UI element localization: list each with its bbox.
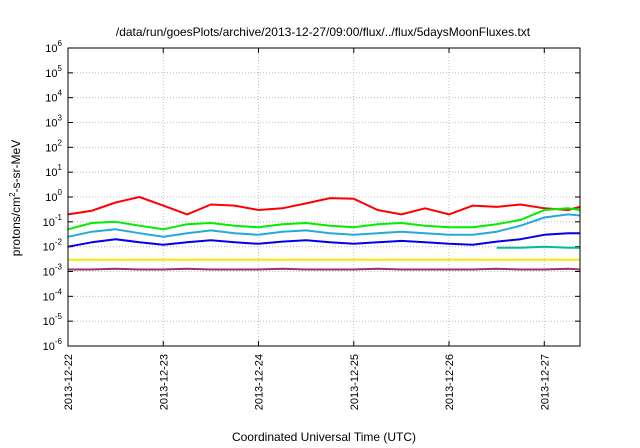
y-tick-exp: -1	[55, 213, 63, 222]
y-axis-label-sup: 2	[8, 192, 17, 197]
axis-ticks: 10-610-510-410-310-210-11001011021031041…	[43, 39, 580, 410]
y-axis-label: protons/cm2-s-sr-MeV	[8, 140, 23, 256]
plot-frame	[67, 47, 581, 347]
grid	[67, 48, 580, 346]
y-tick-base: 10	[43, 341, 55, 353]
y-tick-exp: 5	[58, 64, 63, 73]
y-axis-label-rest: -s-sr-MeV	[9, 140, 23, 193]
y-tick-base: 10	[43, 267, 55, 279]
y-tick-base: 10	[43, 291, 55, 303]
y-tick-exp: -6	[55, 337, 63, 346]
y-tick-label: 10-5	[43, 312, 63, 328]
x-tick-label: 2013-12-22	[63, 354, 75, 410]
y-tick-exp: 3	[58, 114, 63, 123]
x-tick-label: 2013-12-24	[254, 354, 266, 410]
y-tick-label: 104	[45, 89, 62, 105]
y-tick-label: 106	[45, 39, 62, 55]
y-tick-exp: 1	[58, 163, 63, 172]
y-tick-base: 10	[45, 192, 57, 204]
y-tick-exp: -5	[55, 312, 63, 321]
series-line	[496, 245, 580, 249]
y-tick-exp: -4	[55, 287, 63, 296]
x-tick-label: 2013-12-23	[158, 354, 170, 410]
series-line	[67, 213, 581, 238]
x-tick-label: 2013-12-26	[444, 354, 456, 410]
y-tick-label: 100	[45, 188, 62, 204]
y-tick-base: 10	[45, 167, 57, 179]
y-tick-label: 103	[45, 114, 62, 130]
y-tick-base: 10	[43, 316, 55, 328]
y-tick-label: 101	[45, 163, 62, 179]
y-tick-label: 10-6	[43, 337, 63, 353]
y-tick-base: 10	[43, 217, 55, 229]
y-tick-label: 10-2	[43, 238, 63, 254]
y-tick-label: 10-4	[43, 287, 63, 303]
series-group	[67, 196, 581, 271]
y-tick-exp: 2	[58, 138, 63, 147]
x-tick-label: 2013-12-25	[349, 354, 361, 410]
y-tick-label: 10-3	[43, 263, 63, 279]
y-tick-exp: 0	[58, 188, 63, 197]
x-tick-label: 2013-12-27	[539, 354, 551, 410]
series-line	[67, 196, 581, 216]
y-tick-label: 102	[45, 138, 62, 154]
y-tick-label: 10-1	[43, 213, 63, 229]
y-tick-exp: -3	[55, 263, 63, 272]
y-tick-base: 10	[43, 242, 55, 254]
y-tick-exp: 6	[58, 39, 63, 48]
y-tick-base: 10	[45, 118, 57, 130]
y-tick-exp: 4	[58, 89, 63, 98]
y-tick-base: 10	[45, 142, 57, 154]
x-axis-label: Coordinated Universal Time (UTC)	[232, 430, 416, 444]
series-line	[68, 267, 581, 271]
y-tick-base: 10	[45, 43, 57, 55]
y-tick-label: 105	[45, 64, 62, 80]
y-tick-exp: -2	[55, 238, 63, 247]
chart-title: /data/run/goesPlots/archive/2013-12-27/0…	[116, 25, 531, 39]
series-line	[67, 232, 580, 248]
series-line	[67, 207, 581, 231]
y-tick-base: 10	[45, 93, 57, 105]
y-tick-base: 10	[45, 68, 57, 80]
y-axis-label-base: protons/cm	[9, 197, 23, 256]
